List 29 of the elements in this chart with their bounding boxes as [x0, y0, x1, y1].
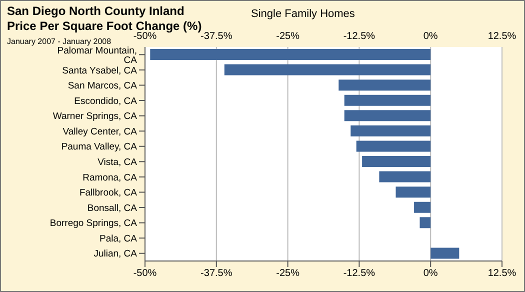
x-tick-label: -37.5%: [200, 31, 232, 42]
chart-subtitle: Single Family Homes: [251, 8, 355, 20]
x2-tick-label: 12.5%: [488, 268, 516, 280]
y-tick-label: Escondido, CA: [74, 96, 138, 107]
x-tick-label: -12.5%: [343, 31, 376, 42]
x2-tick-label: -25%: [276, 268, 300, 280]
y-tick-label: Pauma Valley, CA: [61, 142, 138, 153]
y-tick-label: Valley Center, CA: [62, 126, 138, 138]
y-tick-label: Pala, CA: [100, 233, 138, 244]
y-tick-label: Palomar Mountain, CA: [57, 45, 138, 66]
x2-tick-label: -12.5%: [343, 268, 376, 280]
text: January 2007 - January 2008: [7, 37, 112, 46]
y-tick-label: Bonsall, CA: [87, 202, 138, 214]
y-tick-label: Vista, CA: [98, 157, 138, 168]
x-tick-label: 12.5%: [488, 31, 516, 42]
x-tick-label: -25%: [276, 31, 300, 42]
y-tick-label: Fallbrook, CA: [79, 188, 138, 199]
x-tick-label: 0%: [423, 31, 438, 42]
x-tick-label: -50%: [133, 31, 157, 42]
y-tick-label: Warner Springs, CA: [52, 111, 138, 122]
x2-tick-label: -37.5%: [200, 268, 232, 280]
y-tick-label: Ramona, CA: [82, 172, 138, 184]
chart-title: San Diego North County Inland Price Per Square Foot Change (%): [7, 4, 202, 33]
y-tick-label: Santa Ysabel, CA: [62, 65, 138, 76]
y-tick-label: Julian, CA: [94, 248, 138, 260]
y-tick-label: Borrego Springs, CA: [50, 218, 138, 230]
x2-tick-label: 0%: [423, 268, 438, 280]
y-tick-label: San Marcos, CA: [68, 80, 138, 92]
x2-tick-label: -50%: [133, 268, 157, 280]
